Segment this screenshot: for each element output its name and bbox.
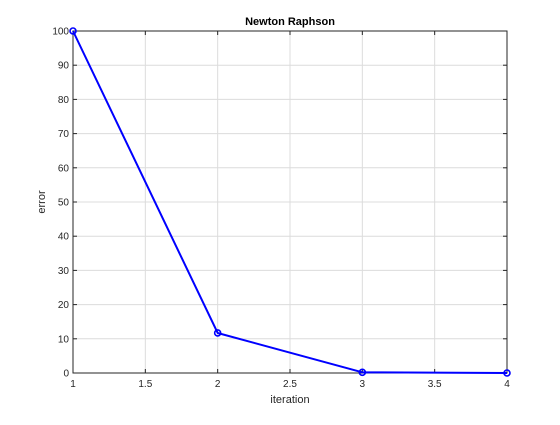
y-tick-label: 50	[58, 198, 70, 209]
x-tick-label: 3	[360, 379, 366, 390]
y-tick-label: 70	[58, 129, 70, 140]
data-point	[358, 368, 367, 377]
y-axis-label: error	[36, 190, 48, 214]
data-point	[69, 27, 77, 35]
x-tick-label: 1	[70, 379, 76, 390]
x-tick-label: 1.5	[138, 379, 152, 390]
series-line	[72, 30, 508, 374]
x-axis-label: iteration	[270, 394, 309, 406]
x-tick-label: 4	[504, 379, 510, 390]
y-tick-label: 90	[58, 61, 70, 72]
y-tick-label: 30	[58, 266, 70, 277]
y-tick-label: 100	[52, 27, 69, 38]
data-point	[213, 329, 222, 337]
x-tick-label: 2	[215, 379, 221, 390]
grid	[72, 30, 508, 374]
y-tick-label: 0	[63, 369, 69, 380]
x-tick-label: 2.5	[283, 379, 297, 390]
y-tick-label: 40	[58, 232, 70, 243]
series	[69, 27, 511, 377]
y-tick-label: 10	[58, 334, 70, 345]
chart-title: Newton Raphson	[245, 16, 335, 28]
x-tick-label: 3.5	[428, 379, 442, 390]
data-point	[503, 369, 511, 377]
y-tick-label: 20	[58, 300, 70, 311]
y-tick-label: 60	[58, 163, 70, 174]
y-tick-label: 80	[58, 95, 70, 106]
